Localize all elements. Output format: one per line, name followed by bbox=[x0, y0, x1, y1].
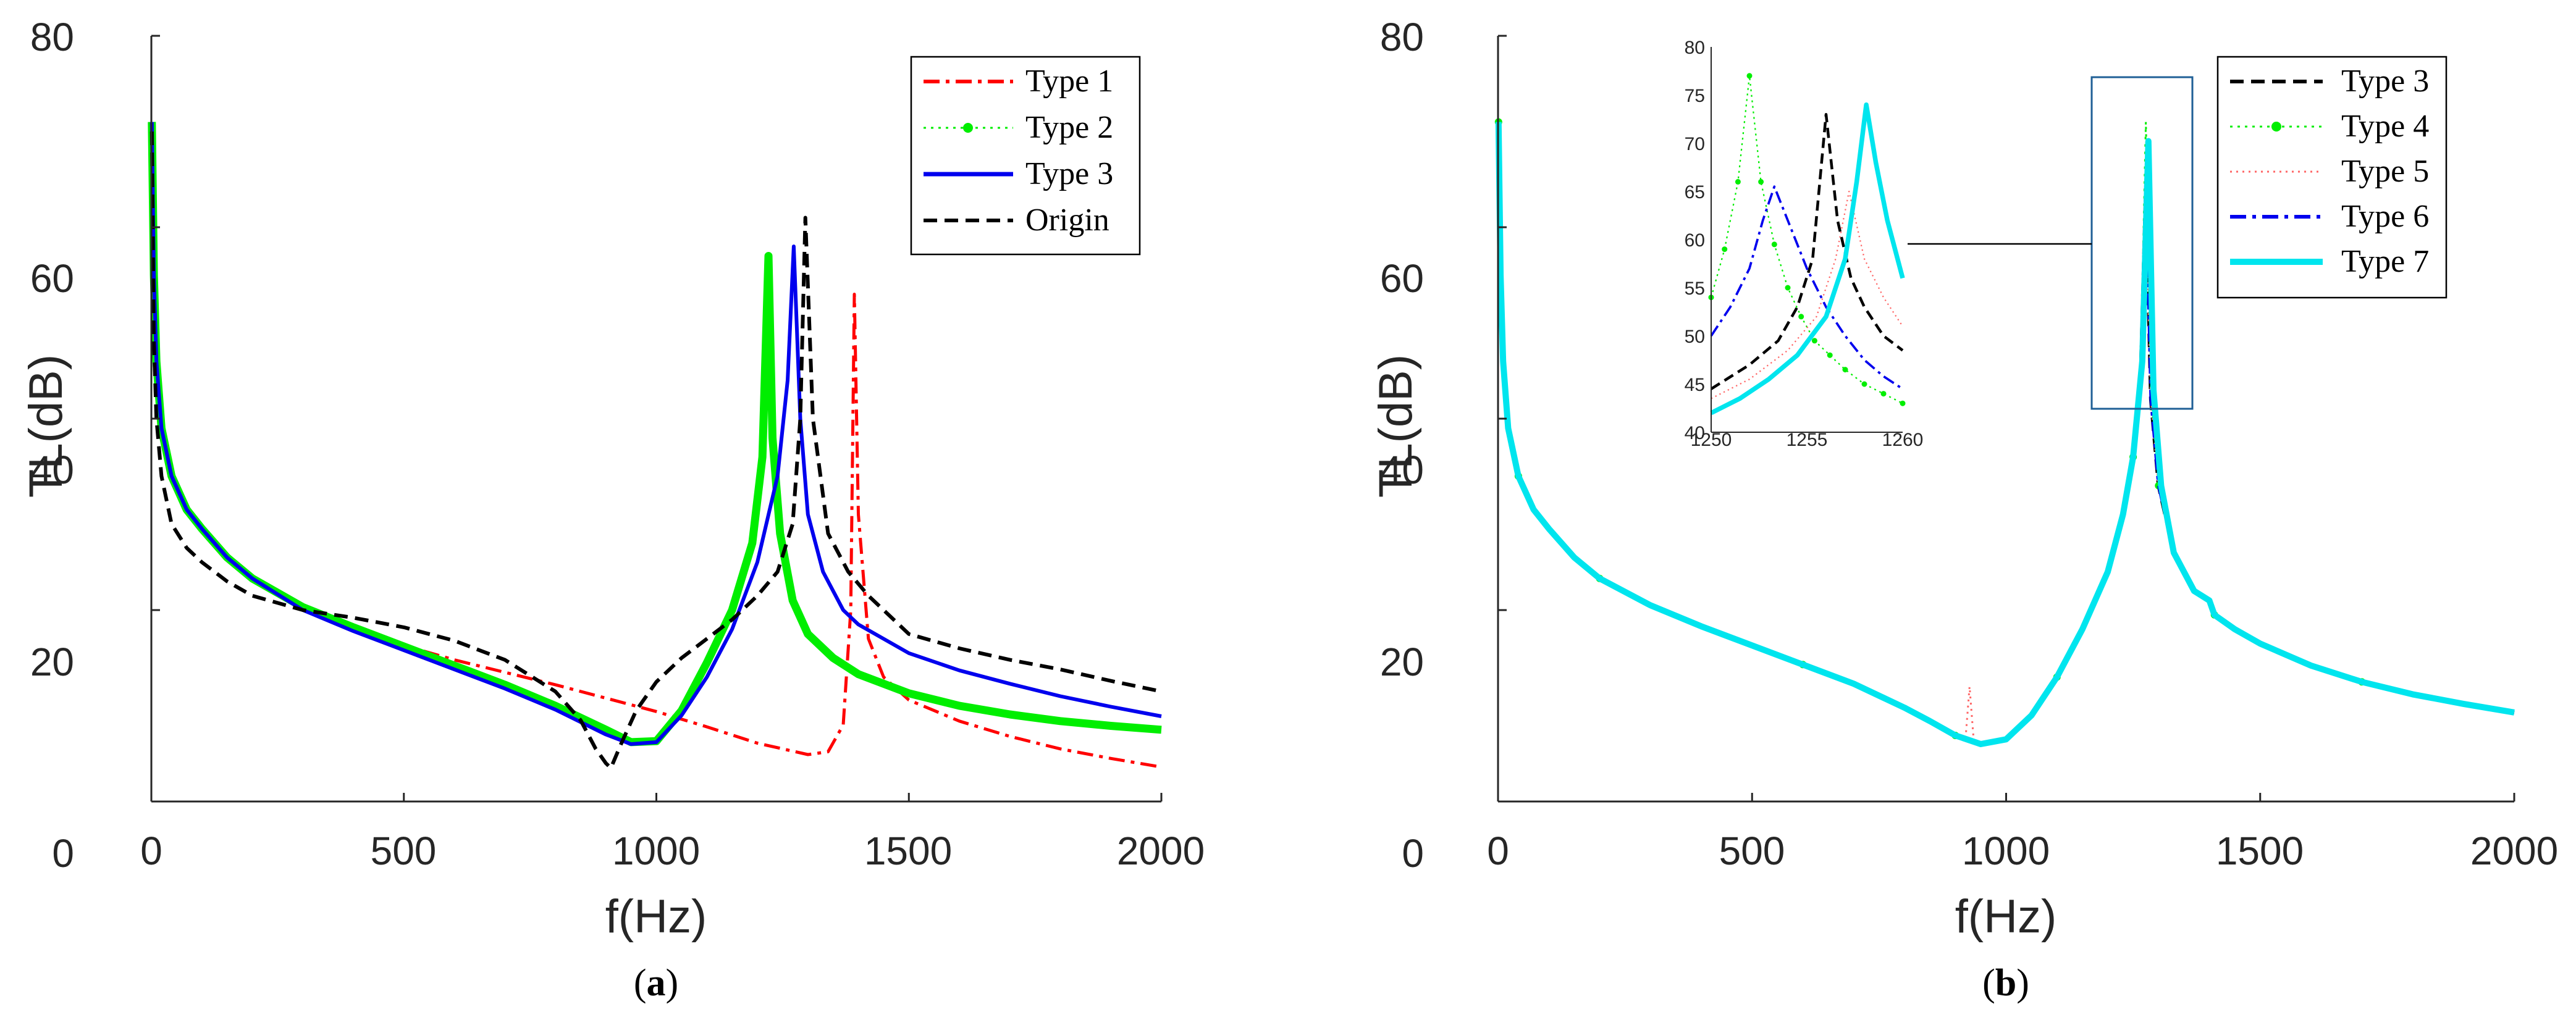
series-marker bbox=[1798, 314, 1804, 320]
x-axis-label: f(Hz) bbox=[1955, 890, 2057, 943]
legend-label: Type 4 bbox=[2341, 109, 2429, 144]
series-marker bbox=[1785, 285, 1791, 291]
series-line-type-7 bbox=[1495, 122, 2515, 747]
inset-plot-area bbox=[1708, 73, 1906, 416]
tick-marks-a bbox=[150, 35, 1163, 803]
series-marker bbox=[1722, 246, 1728, 253]
series-line-origin bbox=[149, 131, 1162, 770]
x-tick-label: 2000 bbox=[1117, 829, 1205, 873]
x-tick-label: 2000 bbox=[2470, 829, 2558, 873]
legend-marker-type-4 bbox=[2271, 122, 2281, 132]
y-tick-label: 60 bbox=[30, 256, 74, 301]
x-tick-label: 1500 bbox=[2216, 829, 2304, 873]
inset-y-tick-label: 45 bbox=[1685, 375, 1705, 395]
panel-caption-b: (b) bbox=[1982, 962, 2029, 1004]
x-tick-label: 1000 bbox=[612, 829, 700, 873]
y-tick-label: 80 bbox=[30, 15, 74, 59]
inset-x-tick-label: 1260 bbox=[1882, 430, 1924, 450]
x-tick-label: 500 bbox=[371, 829, 437, 873]
series-marker bbox=[1827, 352, 1833, 358]
y-tick-label: 0 bbox=[1402, 831, 1424, 876]
inset-y-tick-label: 80 bbox=[1685, 38, 1705, 58]
y-tick-label: 40 bbox=[30, 448, 74, 492]
series-marker bbox=[1900, 400, 1906, 406]
panel-caption-a: (a) bbox=[634, 962, 678, 1004]
series-line-type-7 bbox=[1710, 102, 1905, 416]
x-tick-label: 0 bbox=[1487, 829, 1509, 873]
series-line-type-6 bbox=[1710, 185, 1904, 390]
series-marker bbox=[1880, 391, 1887, 397]
legend-box bbox=[2216, 56, 2448, 299]
x-tick-label: 1000 bbox=[1962, 829, 2050, 873]
inset-y-tick-label: 40 bbox=[1685, 423, 1705, 443]
inset-y-tick-label: 75 bbox=[1685, 86, 1705, 106]
inset-y-tick-label: 65 bbox=[1685, 182, 1705, 203]
inset-y-tick-label: 50 bbox=[1685, 327, 1705, 347]
series-marker bbox=[1758, 178, 1764, 185]
series-line-type-4 bbox=[1710, 75, 1903, 404]
legend-label: Type 7 bbox=[2341, 244, 2429, 279]
panel-b: 0 20 40 60 80 0 500 1000 1500 2000 f(Hz)… bbox=[1370, 15, 2558, 1004]
legend-marker-type-2 bbox=[963, 123, 973, 133]
x-tick-label: 1500 bbox=[864, 829, 952, 873]
y-tick-label: 80 bbox=[1380, 15, 1424, 59]
x-axis-label: f(Hz) bbox=[605, 890, 707, 943]
inset-y-tick-label: 60 bbox=[1685, 230, 1705, 251]
y-tick-label: 20 bbox=[1380, 640, 1424, 684]
x-tick-label: 500 bbox=[1719, 829, 1785, 873]
plot-area-a bbox=[148, 122, 1162, 770]
legend-label: Type 3 bbox=[1025, 156, 1113, 191]
panel-a: 0 20 40 60 80 0 500 1000 1500 2000 f(Hz)… bbox=[20, 15, 1205, 1004]
legend-label: Origin bbox=[1025, 203, 1109, 238]
series-line-type-5 bbox=[1711, 190, 1903, 400]
inset-background bbox=[1673, 34, 1908, 435]
legend-label: Type 3 bbox=[2341, 64, 2429, 99]
y-axis-label: TL(dB) bbox=[20, 354, 72, 498]
series-line-type-3 bbox=[149, 122, 1162, 746]
legend-label: Type 1 bbox=[1025, 64, 1113, 99]
y-tick-label: 0 bbox=[52, 831, 74, 876]
x-tick-label: 0 bbox=[140, 829, 162, 873]
inset-x-tick-label: 1255 bbox=[1787, 430, 1828, 450]
zoom-region-box bbox=[2090, 76, 2194, 410]
legend-b: Type 3 Type 4 Type 5 Type 6 Type 7 bbox=[2216, 56, 2448, 299]
y-tick-label: 60 bbox=[1380, 256, 1424, 301]
series-line-type-3 bbox=[1710, 112, 1904, 390]
series-marker bbox=[1811, 338, 1817, 344]
y-axis-label: TL(dB) bbox=[1370, 354, 1422, 498]
y-tick-label: 20 bbox=[30, 640, 74, 684]
legend-label: Type 5 bbox=[2341, 154, 2429, 189]
legend-label: Type 2 bbox=[1025, 110, 1113, 145]
inset-y-tick-label: 70 bbox=[1685, 134, 1705, 154]
series-marker bbox=[1771, 241, 1777, 248]
series-marker bbox=[1735, 178, 1741, 185]
series-marker bbox=[1842, 367, 1848, 373]
series-marker bbox=[1861, 381, 1867, 387]
plot-area-b bbox=[1494, 118, 2515, 747]
legend-a: Type 1 Type 2 Type 3 Origin bbox=[910, 56, 1141, 256]
y-tick-label: 40 bbox=[1380, 448, 1424, 492]
legend-label: Type 6 bbox=[2341, 199, 2429, 234]
inset-panel: 1250 1255 1260 40 45 50 55 60 65 70 75 8… bbox=[1673, 34, 1923, 450]
inset-y-tick-label: 55 bbox=[1685, 278, 1705, 299]
inset-x-tick-label: 1250 bbox=[1691, 430, 1732, 450]
tick-marks-b bbox=[1497, 35, 2515, 803]
series-marker bbox=[1746, 73, 1753, 79]
